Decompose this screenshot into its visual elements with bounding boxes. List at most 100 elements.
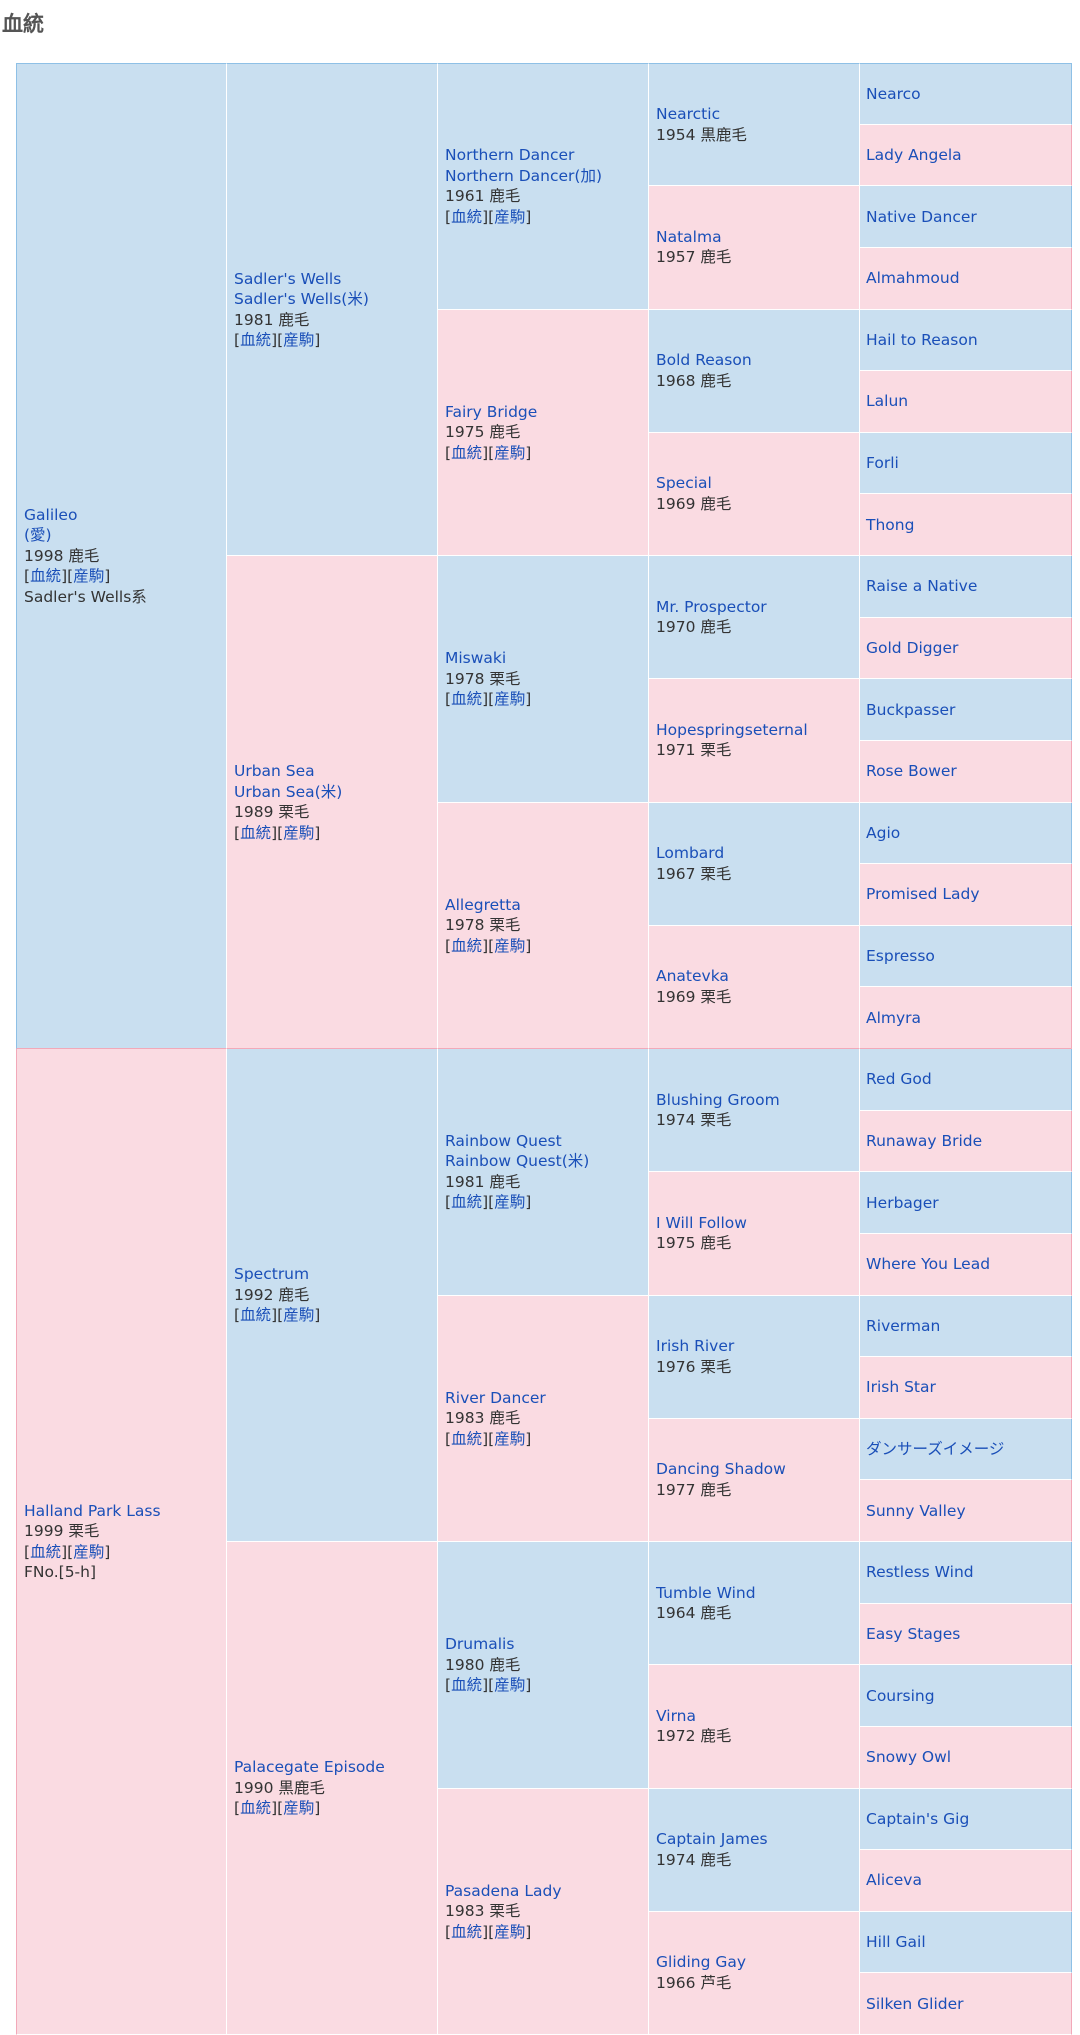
- horse-name-link[interactable]: Tumble Wind: [656, 1583, 859, 1604]
- pedigree-cell-gen5-19: Herbager: [860, 1172, 1072, 1234]
- horse-name-link[interactable]: Nearco: [866, 85, 1071, 103]
- horse-name-link[interactable]: Natalma: [656, 227, 859, 248]
- horse-name-link[interactable]: Raise a Native: [866, 577, 1071, 595]
- pedigree-link[interactable]: 血統: [451, 1193, 482, 1211]
- progeny-link[interactable]: 産駒: [494, 1923, 525, 1941]
- horse-name-link[interactable]: Bold Reason: [656, 350, 859, 371]
- horse-name-link[interactable]: Dancing Shadow: [656, 1459, 859, 1480]
- horse-name-link[interactable]: Allegretta: [445, 895, 648, 916]
- horse-year-color: 1966 芦毛: [656, 1973, 859, 1994]
- progeny-link[interactable]: 産駒: [283, 331, 314, 349]
- horse-year-color: 1954 黒鹿毛: [656, 125, 859, 146]
- progeny-link[interactable]: 産駒: [283, 824, 314, 842]
- horse-name-link[interactable]: Easy Stages: [866, 1625, 1071, 1643]
- horse-name-link[interactable]: Buckpasser: [866, 701, 1071, 719]
- pedigree-link[interactable]: 血統: [451, 690, 482, 708]
- horse-year-color: 1999 栗毛: [24, 1521, 226, 1542]
- horse-name-link[interactable]: Spectrum: [234, 1264, 437, 1285]
- horse-name-link[interactable]: Almahmoud: [866, 269, 1071, 287]
- progeny-link[interactable]: 産駒: [73, 1543, 104, 1561]
- horse-name-link[interactable]: Hail to Reason: [866, 331, 1071, 349]
- horse-name-link[interactable]: River Dancer: [445, 1388, 648, 1409]
- horse-name-link[interactable]: Lady Angela: [866, 146, 1071, 164]
- horse-name-link[interactable]: Thong: [866, 516, 1071, 534]
- horse-name-link[interactable]: Miswaki: [445, 648, 648, 669]
- horse-name-link[interactable]: Gliding Gay: [656, 1952, 859, 1973]
- pedigree-link[interactable]: 血統: [451, 1676, 482, 1694]
- horse-name-link[interactable]: Sadler's Wells: [234, 269, 437, 290]
- horse-year-color: 1974 鹿毛: [656, 1850, 859, 1871]
- horse-name-link[interactable]: Sunny Valley: [866, 1502, 1071, 1520]
- progeny-link[interactable]: 産駒: [494, 1676, 525, 1694]
- horse-name-link[interactable]: Drumalis: [445, 1634, 648, 1655]
- horse-name-link[interactable]: Rose Bower: [866, 762, 1071, 780]
- progeny-link[interactable]: 産駒: [283, 1799, 314, 1817]
- horse-name-link[interactable]: Lalun: [866, 392, 1071, 410]
- horse-name-link[interactable]: Espresso: [866, 947, 1071, 965]
- horse-name-link[interactable]: Fairy Bridge: [445, 402, 648, 423]
- horse-name-link[interactable]: Anatevka: [656, 966, 859, 987]
- pedigree-link[interactable]: 血統: [240, 331, 271, 349]
- horse-name-link[interactable]: Native Dancer: [866, 208, 1071, 226]
- progeny-link[interactable]: 産駒: [494, 1430, 525, 1448]
- horse-name-link[interactable]: Captain James: [656, 1829, 859, 1850]
- horse-name-link[interactable]: Silken Glider: [866, 1995, 1071, 2013]
- horse-name-link[interactable]: Pasadena Lady: [445, 1881, 648, 1902]
- horse-name-link[interactable]: Urban Sea: [234, 761, 437, 782]
- pedigree-link[interactable]: 血統: [30, 1543, 61, 1561]
- horse-name-link[interactable]: Lombard: [656, 843, 859, 864]
- horse-name-link[interactable]: Coursing: [866, 1687, 1071, 1705]
- horse-name-link[interactable]: Hopespringseternal: [656, 720, 859, 741]
- progeny-link[interactable]: 産駒: [494, 937, 525, 955]
- horse-name-link[interactable]: Restless Wind: [866, 1563, 1071, 1581]
- horse-name-link[interactable]: Captain's Gig: [866, 1810, 1071, 1828]
- pedigree-link[interactable]: 血統: [240, 1306, 271, 1324]
- progeny-link[interactable]: 産駒: [494, 208, 525, 226]
- progeny-link[interactable]: 産駒: [494, 690, 525, 708]
- pedigree-link[interactable]: 血統: [451, 1430, 482, 1448]
- horse-name-link[interactable]: Promised Lady: [866, 885, 1071, 903]
- horse-name-link[interactable]: Agio: [866, 824, 1071, 842]
- horse-name-link[interactable]: Where You Lead: [866, 1255, 1071, 1273]
- pedigree-link[interactable]: 血統: [451, 444, 482, 462]
- horse-name-link[interactable]: Nearctic: [656, 104, 859, 125]
- horse-name-link[interactable]: I Will Follow: [656, 1213, 859, 1234]
- pedigree-link[interactable]: 血統: [451, 208, 482, 226]
- horse-name-link[interactable]: Special: [656, 473, 859, 494]
- horse-name-link[interactable]: Virna: [656, 1706, 859, 1727]
- progeny-link[interactable]: 産駒: [494, 1193, 525, 1211]
- horse-name-link[interactable]: Hill Gail: [866, 1933, 1071, 1951]
- pedigree-link[interactable]: 血統: [451, 1923, 482, 1941]
- horse-name-link[interactable]: Halland Park Lass: [24, 1501, 226, 1522]
- pedigree-cell-gen5-31: Hill Gail: [860, 1912, 1072, 1974]
- horse-name-link[interactable]: Riverman: [866, 1317, 1071, 1335]
- pedigree-link[interactable]: 血統: [240, 824, 271, 842]
- horse-name-link[interactable]: Red God: [866, 1070, 1071, 1088]
- horse-name-link[interactable]: Almyra: [866, 1009, 1071, 1027]
- pedigree-link[interactable]: 血統: [451, 937, 482, 955]
- horse-name-link[interactable]: Irish River: [656, 1336, 859, 1357]
- horse-name-link[interactable]: Runaway Bride: [866, 1132, 1071, 1150]
- pedigree-link[interactable]: 血統: [30, 567, 61, 585]
- horse-name-link[interactable]: Mr. Prospector: [656, 597, 859, 618]
- progeny-link[interactable]: 産駒: [73, 567, 104, 585]
- pedigree-link[interactable]: 血統: [240, 1799, 271, 1817]
- horse-name-link[interactable]: Irish Star: [866, 1378, 1071, 1396]
- progeny-link[interactable]: 産駒: [283, 1306, 314, 1324]
- horse-name-link[interactable]: Northern Dancer: [445, 145, 648, 166]
- horse-name-link[interactable]: ダンサーズイメージ: [866, 1440, 1071, 1458]
- horse-name-link[interactable]: Galileo: [24, 505, 226, 526]
- horse-name-link[interactable]: Gold Digger: [866, 639, 1071, 657]
- progeny-link[interactable]: 産駒: [494, 444, 525, 462]
- horse-name-link[interactable]: Rainbow Quest: [445, 1131, 648, 1152]
- horse-alt-name: Urban Sea(米): [234, 782, 437, 803]
- horse-name-link[interactable]: Palacegate Episode: [234, 1757, 437, 1778]
- horse-name-link[interactable]: Aliceva: [866, 1871, 1071, 1889]
- horse-name-link[interactable]: Snowy Owl: [866, 1748, 1071, 1766]
- horse-name-link[interactable]: Forli: [866, 454, 1071, 472]
- horse-name-link[interactable]: Herbager: [866, 1194, 1071, 1212]
- horse-name-link[interactable]: Blushing Groom: [656, 1090, 859, 1111]
- pedigree-cell-gen5-15: Espresso: [860, 926, 1072, 988]
